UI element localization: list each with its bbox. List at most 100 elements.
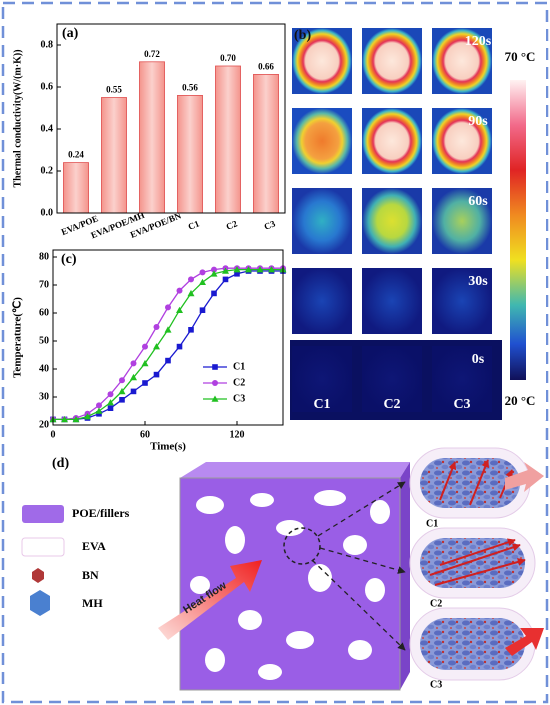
y-tick-label: 30: [39, 391, 49, 402]
structure-label: C2: [430, 598, 442, 609]
marker: [199, 269, 206, 276]
thermal-image: [362, 28, 422, 94]
y-tick-label: 0.8: [41, 39, 54, 50]
legend-swatch: [22, 505, 64, 523]
marker: [188, 276, 194, 283]
data-label: 0.24: [68, 150, 84, 160]
data-label: 0.72: [144, 49, 160, 59]
legend-text: BN: [82, 568, 99, 582]
heat-arrow: [158, 560, 262, 640]
thermal-image: [362, 346, 422, 412]
marker: [142, 343, 148, 350]
legend-text: C1: [233, 361, 245, 372]
time-label: 120s: [465, 34, 492, 49]
panel-label: (d): [52, 456, 69, 471]
marker: [176, 287, 183, 294]
marker: [188, 327, 194, 333]
legend-swatch: [32, 568, 44, 583]
marker: [130, 373, 137, 381]
series-line: [53, 270, 283, 421]
zoom-circle: [283, 527, 321, 565]
data-label: 0.70: [220, 53, 236, 63]
series-line: [53, 268, 283, 421]
panel-label: (a): [62, 26, 79, 41]
column-label: C3: [453, 397, 470, 412]
legend-text: C2: [233, 377, 245, 388]
marker: [222, 276, 229, 283]
legend-swatch: [21, 537, 65, 557]
thermal-image: [362, 108, 422, 174]
y-tick-label: 80: [39, 251, 49, 262]
thermal-image: [292, 108, 352, 174]
marker: [153, 343, 160, 350]
cube-side: [400, 462, 410, 690]
heat-paths: [429, 459, 526, 586]
marker: [199, 278, 206, 285]
scale-max: 70 °C: [505, 49, 536, 64]
column-label: C1: [313, 397, 330, 412]
y-axis-label: Temperature(℃): [12, 297, 24, 378]
filler-network: [420, 538, 525, 588]
cube-top: [180, 462, 410, 478]
time-label: 0s: [472, 352, 485, 367]
y-tick-label: 70: [39, 279, 49, 290]
legend-swatch: [30, 590, 50, 616]
marker: [107, 391, 114, 398]
marker: [130, 388, 137, 395]
marker: [268, 266, 275, 273]
bar: [101, 97, 127, 214]
x-tick-label: 60: [140, 429, 150, 440]
y-tick-label: 0.4: [41, 123, 54, 134]
y-tick-label: 40: [39, 363, 49, 374]
legend-text: EVA: [82, 539, 106, 553]
marker: [211, 290, 217, 297]
x-tick-label: 120: [230, 429, 245, 440]
marker: [176, 306, 183, 313]
marker: [187, 289, 195, 297]
filler-network: [420, 458, 520, 508]
legend-marker: [211, 395, 219, 402]
marker: [142, 380, 148, 386]
thermal-image: [432, 188, 492, 254]
thermal-image: [292, 28, 352, 94]
bar: [63, 162, 89, 214]
x-tick-label: C3: [263, 218, 277, 232]
flow-arrow: [505, 462, 544, 492]
scale-min: 20 °C: [505, 393, 536, 408]
data-label: 0.55: [106, 85, 122, 95]
panel-label: (b): [294, 28, 311, 43]
thermal-image: [432, 268, 492, 334]
time-label: 30s: [468, 274, 488, 289]
marker: [165, 304, 171, 311]
bar: [253, 74, 279, 214]
marker: [72, 415, 80, 423]
y-tick-label: 50: [39, 335, 49, 346]
plot-frame: [52, 249, 284, 426]
thermal-image: [432, 346, 492, 412]
y-tick-label: 60: [39, 307, 49, 318]
legend-text: MH: [82, 596, 103, 610]
color-scale: [510, 80, 526, 380]
marker: [130, 360, 137, 367]
structure-label: C1: [426, 518, 438, 529]
marker: [256, 266, 264, 273]
marker: [119, 377, 125, 384]
marker: [165, 357, 171, 364]
y-tick-label: 20: [39, 419, 49, 430]
x-tick-label: C2: [225, 218, 239, 232]
marker: [119, 397, 125, 403]
marker: [199, 307, 206, 313]
marker: [210, 270, 218, 277]
y-tick-label: 0.6: [41, 81, 54, 92]
marker: [176, 343, 183, 350]
thermal-image: [362, 268, 422, 334]
marker: [95, 407, 103, 414]
zoom-arrow: [317, 481, 406, 537]
cube-edge: [179, 477, 401, 691]
y-axis-label: Thermal conductivity(W/(m·K)): [12, 49, 23, 187]
x-tick-label: C1: [187, 218, 201, 232]
zoom-arrow: [319, 547, 406, 574]
filler-network: [420, 618, 525, 670]
